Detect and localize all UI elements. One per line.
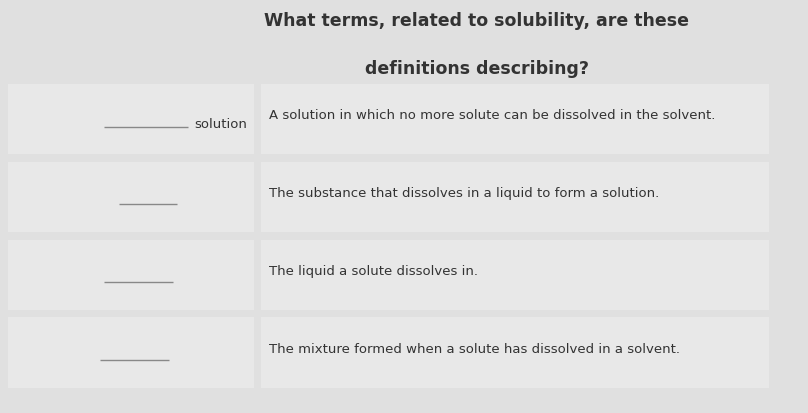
Text: The substance that dissolves in a liquid to form a solution.: The substance that dissolves in a liquid… xyxy=(269,187,659,200)
Text: definitions describing?: definitions describing? xyxy=(364,60,588,78)
Bar xyxy=(8,162,255,233)
Text: The liquid a solute dissolves in.: The liquid a solute dissolves in. xyxy=(269,264,478,278)
Text: What terms, related to solubility, are these: What terms, related to solubility, are t… xyxy=(264,12,689,30)
Text: solution: solution xyxy=(195,117,247,131)
Bar xyxy=(8,318,255,388)
Bar xyxy=(260,162,768,233)
Text: A solution in which no more solute can be dissolved in the solvent.: A solution in which no more solute can b… xyxy=(269,109,715,122)
Bar xyxy=(260,240,768,310)
Bar xyxy=(8,240,255,310)
Bar xyxy=(8,85,255,155)
Bar xyxy=(260,85,768,155)
Text: The mixture formed when a solute has dissolved in a solvent.: The mixture formed when a solute has dis… xyxy=(269,342,680,355)
Bar xyxy=(260,318,768,388)
